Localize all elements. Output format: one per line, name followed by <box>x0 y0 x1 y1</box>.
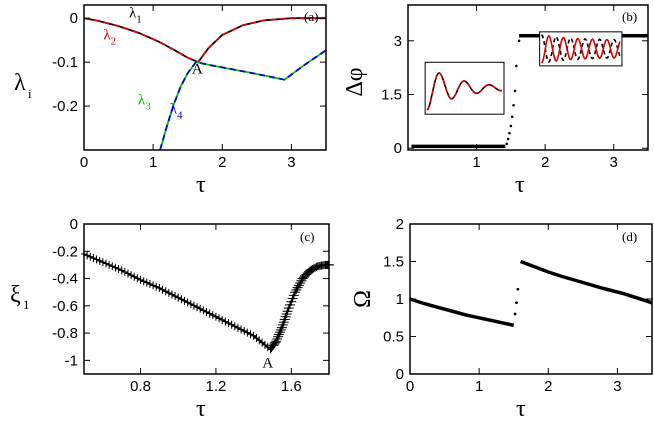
series-line-λ4 <box>159 49 326 150</box>
transition-point <box>515 301 518 305</box>
transition-point <box>513 312 517 316</box>
y-tick-label: 0.5 <box>383 329 404 346</box>
y-tick-label: 2 <box>396 216 404 233</box>
panel-a-label: (a) <box>304 9 318 24</box>
panel-d-xlabel: τ <box>516 396 526 422</box>
panel-c-xlabel: τ <box>196 396 206 422</box>
x-tick-label: 2 <box>544 378 552 395</box>
y-tick-label: 0 <box>394 140 402 157</box>
inset-wave-red <box>541 34 621 64</box>
panel-c-ylabel-sub: 1 <box>23 297 30 312</box>
transition-point <box>516 287 520 291</box>
y-tick-label: -0.2 <box>52 243 78 260</box>
transition-point <box>513 89 517 93</box>
panel-b: 1 2 3 0 1.5 3 (b) τ Δφ <box>342 4 649 198</box>
x-tick-label: 1 <box>475 378 483 395</box>
y-tick-label: 1 <box>396 291 404 308</box>
x-tick-label: 1.2 <box>205 378 226 395</box>
x-tick-label: 1.6 <box>281 378 302 395</box>
inset-wave-black <box>541 34 621 63</box>
y-tick-label: -0.1 <box>52 54 78 71</box>
panel-a-ylabel: λ <box>14 70 26 96</box>
series-line-λ1 <box>84 17 326 64</box>
x-tick-label: 3 <box>610 154 618 171</box>
y-tick-label: -0.8 <box>52 325 78 342</box>
panel-d-frame <box>409 223 653 375</box>
panel-b-frame <box>407 4 649 151</box>
point-a-annotation: A <box>262 356 273 372</box>
omega-branch-1 <box>409 297 515 328</box>
x-tick-label: 0 <box>80 154 88 171</box>
inset-wave-red <box>426 72 502 111</box>
transition-point <box>505 142 509 146</box>
series-annotation: λ3 <box>138 93 151 113</box>
y-tick-label: 0 <box>396 366 404 383</box>
panel-a-frame <box>83 4 327 151</box>
x-tick-label: 2 <box>218 154 226 171</box>
series-annotation: λ1 <box>129 5 142 25</box>
panel-c-ylabel: ξ <box>10 282 21 308</box>
y-tick-label: 1.5 <box>381 87 402 104</box>
x-tick-label: 1 <box>472 154 480 171</box>
panel-b-ylabel: Δφ <box>342 67 368 96</box>
y-tick-label: -0.6 <box>52 298 78 315</box>
transition-point <box>506 137 510 141</box>
panel-c-label: (c) <box>300 229 314 244</box>
panel-d-label: (d) <box>622 229 637 244</box>
series-line-λ2 <box>84 17 326 64</box>
series-annotation: λ4 <box>170 102 183 122</box>
transition-point <box>517 39 521 43</box>
transition-point <box>509 124 513 128</box>
transition-point <box>512 103 515 107</box>
x-tick-label: 1 <box>149 154 157 171</box>
y-tick-label: 0 <box>70 216 78 233</box>
panel-b-label: (b) <box>622 9 637 24</box>
y-tick-label: -0.4 <box>52 271 78 288</box>
panel-d: 0 1 2 3 0 0.5 1 1.5 2 (d) τ Ω <box>350 216 653 422</box>
y-tick-label: 3 <box>394 33 402 50</box>
y-tick-label: -1 <box>65 352 78 369</box>
series-annotation: A <box>192 62 203 78</box>
series-line-λ3 <box>159 49 326 150</box>
panel-d-ylabel: Ω <box>350 290 376 308</box>
transition-point <box>508 131 511 135</box>
series-annotation: λ2 <box>103 28 116 48</box>
x-tick-label: 0 <box>406 378 414 395</box>
y-tick-label: -0.2 <box>52 98 78 115</box>
inset-frame <box>424 61 505 115</box>
panel-c: A 0.8 1.2 1.6 0 -0.2 -0.4 -0.6 -0.8 -1 (c) τ ξ 1 <box>10 216 334 422</box>
x-tick-label: 0.8 <box>130 378 151 395</box>
x-tick-label: 3 <box>287 154 295 171</box>
omega-branch-2 <box>519 259 653 305</box>
y-tick-label: 1.5 <box>383 254 404 271</box>
panel-a-ylabel-sub: i <box>28 86 32 101</box>
panel-a: λ1 λ2 λ3 λ4 A 0 1 2 3 0 -0.1 -0.2 (a) τ λ i <box>14 4 327 198</box>
transition-point <box>510 115 514 119</box>
y-tick-label: 0 <box>70 10 78 27</box>
x-tick-label: 2 <box>541 154 549 171</box>
panel-a-xlabel: τ <box>196 172 206 198</box>
panel-c-frame <box>83 223 330 375</box>
panel-b-xlabel: τ <box>515 172 525 198</box>
x-tick-label: 3 <box>613 378 621 395</box>
transition-point <box>515 64 518 68</box>
